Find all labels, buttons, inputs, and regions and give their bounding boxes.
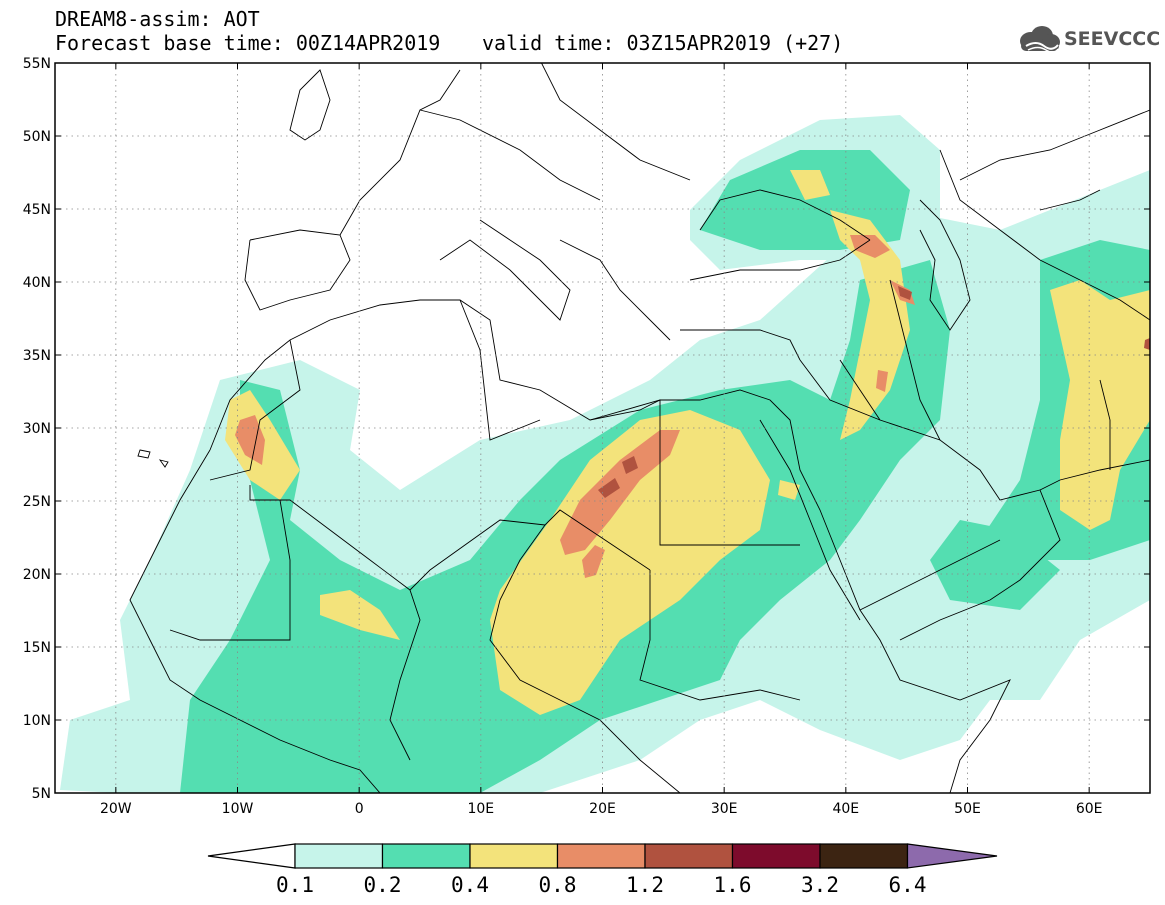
colorbar-label: 1.2 (626, 873, 664, 897)
lon-label: 60E (1076, 801, 1103, 817)
colorbar-label: 0.2 (364, 873, 402, 897)
valid-time: valid time: 03Z15APR2019 (+27) (482, 31, 844, 55)
lon-label: 40E (832, 801, 859, 817)
colorbar-bin (381, 843, 471, 869)
aot-field (60, 115, 1150, 793)
lat-label: 50N (23, 129, 51, 145)
forecast-base-time: Forecast base time: 00Z14APR2019 (55, 31, 441, 55)
lat-label: 40N (23, 275, 51, 291)
colorbar-label: 1.6 (714, 873, 752, 897)
colorbar-label: 0.1 (276, 873, 314, 897)
colorbar-label: 3.2 (801, 873, 839, 897)
colorbar-under-arrow (207, 843, 296, 869)
colorbar-label: 0.8 (539, 873, 577, 897)
lon-label: 20W (100, 801, 132, 817)
colorbar-bin (644, 843, 734, 869)
colorbar: 0.1 0.2 0.4 0.8 1.2 1.6 3.2 6.4 (207, 843, 998, 897)
colorbar-label: 0.4 (451, 873, 489, 897)
lat-label: 20N (23, 567, 51, 583)
coastlines (129, 63, 1150, 793)
lat-label: 25N (23, 494, 51, 510)
graticule (55, 63, 1150, 793)
map-title: DREAM8-assim: AOT (55, 7, 260, 31)
lon-label: 30E (711, 801, 738, 817)
lat-label: 35N (23, 348, 51, 364)
colorbar-bin (469, 843, 559, 869)
colorbar-label: 6.4 (889, 873, 927, 897)
lat-label: 55N (23, 56, 51, 72)
lon-label: 0 (355, 801, 364, 817)
lat-label: 15N (23, 640, 51, 656)
longitude-axis: 20W 10W 0 10E 20E 30E 40E 50E 60E (100, 63, 1103, 817)
lat-label: 30N (23, 421, 51, 437)
lon-label: 20E (589, 801, 616, 817)
lon-label: 10W (222, 801, 254, 817)
lat-label: 10N (23, 713, 51, 729)
colorbar-bin (294, 843, 384, 869)
lat-label: 5N (32, 786, 51, 802)
lat-label: 45N (23, 202, 51, 218)
colorbar-bin (819, 843, 909, 869)
seevccc-logo: SEEVCCC (1016, 24, 1160, 56)
logo-text: SEEVCCC (1064, 28, 1161, 50)
cloud-icon (1020, 26, 1060, 53)
lon-label: 50E (954, 801, 981, 817)
colorbar-bin (556, 843, 646, 869)
colorbar-over-arrow (906, 843, 998, 869)
lon-label: 10E (467, 801, 494, 817)
colorbar-bin (731, 843, 821, 869)
latitude-axis: 5N 10N 15N 20N 25N 30N 35N 40N 45N 50N 55N (23, 56, 1150, 802)
